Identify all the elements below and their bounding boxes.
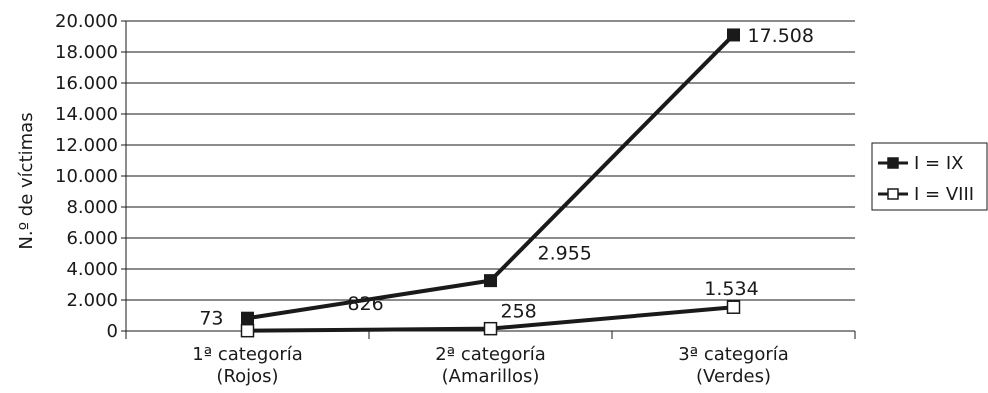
data-label: 826 xyxy=(348,293,384,315)
data-point-filled-square xyxy=(727,28,740,42)
y-tick-label: 14.000 xyxy=(55,104,118,125)
data-point-open-square xyxy=(240,323,255,338)
legend-item: I = IX xyxy=(878,153,963,174)
y-tick-label: 8.000 xyxy=(66,197,118,218)
data-labels: 73 826 258 2.955 1.534 17.508 xyxy=(199,25,814,330)
data-point-filled-square xyxy=(241,311,254,325)
x-tick-label: 3ª categoría (Verdes) xyxy=(678,344,789,387)
y-tick-label: 4.000 xyxy=(66,259,118,280)
x-tick-label: 2ª categoría (Amarillos) xyxy=(435,344,546,387)
legend: I = IX I = VIII xyxy=(871,142,988,211)
y-tick-label: 6.000 xyxy=(66,228,118,249)
data-label: 73 xyxy=(199,308,223,330)
legend-marker-open-square xyxy=(887,188,899,200)
data-point-open-square xyxy=(483,321,498,336)
y-tick-label: 2.000 xyxy=(66,290,118,311)
gridlines xyxy=(126,20,855,332)
y-tick-label: 16.000 xyxy=(55,73,118,94)
data-label: 17.508 xyxy=(748,25,814,47)
data-label: 1.534 xyxy=(704,278,758,300)
legend-marker-filled-square xyxy=(887,157,899,169)
legend-label: I = IX xyxy=(914,153,963,174)
y-tick-label: 12.000 xyxy=(55,135,118,156)
data-label: 258 xyxy=(501,301,537,323)
data-label: 2.955 xyxy=(538,243,592,265)
x-axis: 1ª categoría (Rojos) 2ª categoría (Amarillo… xyxy=(125,330,856,387)
y-axis: 0 2.000 4.000 6.000 8.000 10.000 12.000 14.000 1… xyxy=(55,11,127,342)
y-axis-label: N.º de víctimas xyxy=(16,112,37,249)
series-lines xyxy=(240,28,741,338)
y-tick-label: 20.000 xyxy=(55,11,118,32)
legend-item: I = VIII xyxy=(878,184,974,205)
y-tick-label: 18.000 xyxy=(55,42,118,63)
data-point-open-square xyxy=(726,300,741,314)
y-tick-label: 10.000 xyxy=(55,166,118,187)
data-point-filled-square xyxy=(484,274,497,288)
y-tick-label: 0 xyxy=(107,321,118,342)
legend-label: I = VIII xyxy=(914,184,974,205)
x-tick-label: 1ª categoría (Rojos) xyxy=(192,344,303,387)
